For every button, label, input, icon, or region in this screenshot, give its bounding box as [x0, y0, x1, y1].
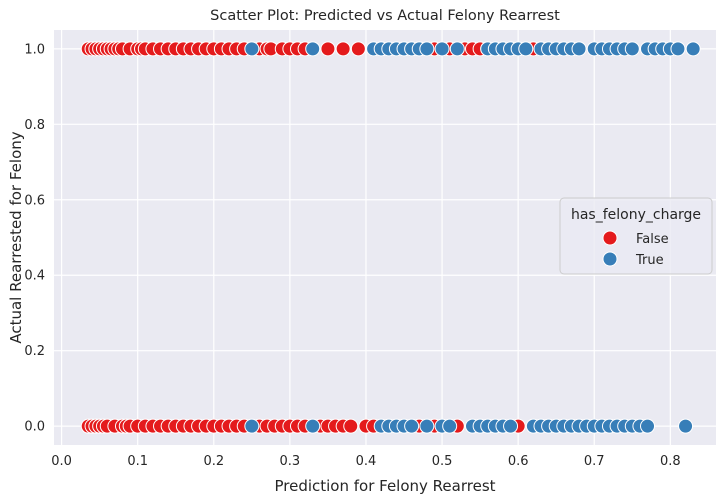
y-axis-title: Actual Rearrested for Felony [7, 131, 25, 343]
data-point [350, 41, 366, 57]
x-tick-label: 0.3 [280, 454, 301, 469]
y-tick-label: 0.4 [24, 269, 45, 284]
data-point [571, 41, 587, 57]
legend-label-true: True [635, 253, 664, 268]
y-tick-labels: 0.0 0.2 0.4 0.6 0.8 1.0 [24, 42, 45, 434]
data-point [305, 41, 321, 57]
data-point [419, 418, 435, 434]
legend-marker-false [602, 230, 618, 246]
data-point [685, 41, 701, 57]
data-point [419, 41, 435, 57]
data-point [640, 418, 656, 434]
legend-marker-true [602, 251, 618, 267]
series-true [244, 41, 701, 434]
x-tick-label: 0.2 [203, 454, 224, 469]
data-point [624, 41, 640, 57]
x-tick-label: 0.1 [127, 454, 148, 469]
legend-title: has_felony_charge [571, 207, 701, 223]
chart-title: Scatter Plot: Predicted vs Actual Felony… [210, 8, 560, 24]
data-point [343, 418, 359, 434]
x-axis-title: Prediction for Felony Rearrest [274, 477, 495, 495]
x-tick-label: 0.4 [356, 454, 377, 469]
data-point [244, 41, 260, 57]
data-point [449, 41, 465, 57]
y-tick-label: 1.0 [24, 42, 45, 57]
legend-label-false: False [636, 232, 669, 247]
y-tick-label: 0.8 [24, 118, 45, 133]
data-point [244, 418, 260, 434]
data-point [678, 418, 694, 434]
data-point [320, 41, 336, 57]
legend: has_felony_charge False True [559, 197, 713, 275]
data-point [305, 418, 321, 434]
y-tick-label: 0.2 [24, 344, 45, 359]
x-tick-label: 0.0 [51, 454, 72, 469]
data-point [503, 418, 519, 434]
y-tick-label: 0.0 [24, 420, 45, 435]
y-tick-label: 0.6 [24, 193, 45, 208]
data-point [434, 41, 450, 57]
data-points [80, 41, 701, 434]
legend-box [559, 197, 713, 275]
x-tick-labels: 0.0 0.1 0.2 0.3 0.4 0.5 0.6 0.7 0.8 [51, 454, 680, 469]
data-point [335, 41, 351, 57]
data-point [670, 41, 686, 57]
x-tick-label: 0.6 [508, 454, 529, 469]
x-tick-label: 0.5 [432, 454, 453, 469]
data-point [442, 418, 458, 434]
x-tick-label: 0.8 [660, 454, 681, 469]
x-tick-label: 0.7 [584, 454, 605, 469]
data-point [404, 418, 420, 434]
data-point [518, 41, 534, 57]
